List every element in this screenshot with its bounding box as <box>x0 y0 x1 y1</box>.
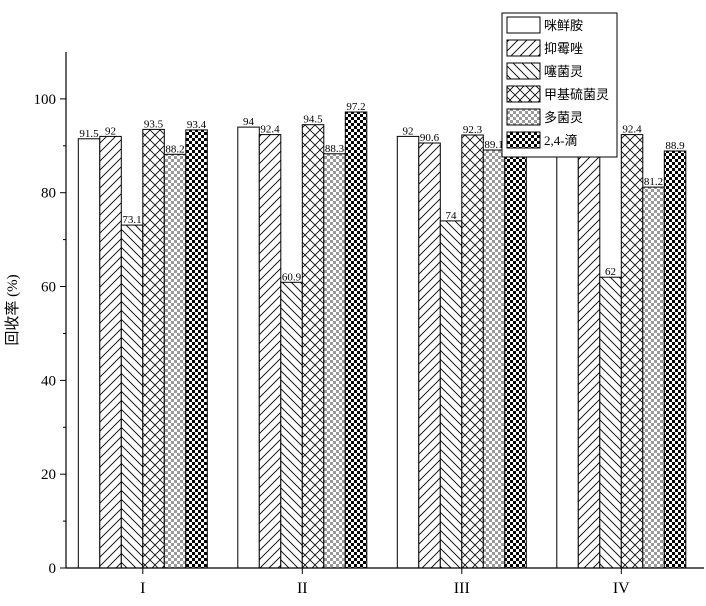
data-label: 93.5 <box>144 118 164 130</box>
y-tick-label: 40 <box>41 373 56 389</box>
bar <box>99 135 122 569</box>
data-label: 92 <box>105 125 116 137</box>
legend-label: 抑霉唑 <box>544 41 583 56</box>
data-label: 88.3 <box>325 143 345 155</box>
bar <box>418 142 441 569</box>
data-label: 93.4 <box>187 119 207 131</box>
bar <box>77 138 101 569</box>
bar <box>642 186 665 569</box>
bar <box>663 150 687 569</box>
bar <box>301 124 325 569</box>
bar <box>237 126 260 569</box>
bar <box>504 140 527 569</box>
data-label: 73.1 <box>122 214 141 226</box>
bar <box>599 276 622 569</box>
bar <box>120 224 144 569</box>
y-tick-label: 100 <box>34 92 57 108</box>
data-label: 92.3 <box>463 124 483 136</box>
y-axis-label: 回收率 (%) <box>4 274 21 345</box>
bars-layer <box>77 111 687 569</box>
axes <box>65 52 704 569</box>
legend-label: 多菌灵 <box>544 110 583 125</box>
bar <box>577 154 601 569</box>
bar <box>556 148 579 569</box>
data-label: 88.2 <box>165 143 184 155</box>
bar <box>482 149 506 569</box>
data-label: 89.1 <box>484 139 503 151</box>
bar <box>142 128 165 569</box>
data-label: 92.4 <box>260 124 280 136</box>
y-ticks: 0 20 40 60 80 100 <box>34 92 66 577</box>
legend-label: 甲基硫菌灵 <box>544 87 609 102</box>
bar <box>258 134 282 569</box>
data-label: 97.2 <box>346 101 365 113</box>
y-tick-label: 0 <box>49 561 57 577</box>
data-label: 90.6 <box>420 132 440 144</box>
bar <box>396 135 420 569</box>
bar <box>280 281 303 569</box>
legend-swatch <box>506 131 541 149</box>
y-tick-label: 60 <box>41 280 56 296</box>
legend-label: 咪鲜胺 <box>544 18 583 33</box>
legend-swatch <box>506 39 541 57</box>
bar <box>163 153 187 569</box>
x-ticks: I II III IV <box>140 568 630 597</box>
data-label: 91.5 <box>79 128 99 140</box>
bar <box>439 220 463 569</box>
legend-swatch <box>506 16 541 34</box>
bar <box>323 153 346 569</box>
data-label: 88.9 <box>665 140 685 152</box>
data-label: 60.9 <box>282 271 302 283</box>
x-tick-label: I <box>140 580 145 597</box>
legend-swatch <box>506 62 541 80</box>
y-tick-label: 20 <box>41 467 56 483</box>
data-label: 74 <box>446 210 458 222</box>
data-label: 94 <box>243 116 255 128</box>
legend-swatch <box>506 108 541 126</box>
bar <box>620 134 644 569</box>
x-tick-label: IV <box>613 580 630 597</box>
y-tick-label: 80 <box>41 186 56 202</box>
legend-label: 噻菌灵 <box>544 64 583 79</box>
data-label: 92 <box>403 125 414 137</box>
data-label: 94.5 <box>303 114 323 126</box>
x-tick-label: II <box>297 580 308 597</box>
bar <box>461 134 484 569</box>
data-label: 81.2 <box>644 176 663 188</box>
legend-swatch <box>506 85 541 103</box>
x-tick-label: III <box>454 580 470 597</box>
bar <box>344 111 368 569</box>
legend-label: 2,4-滴 <box>544 133 578 148</box>
data-label: 92.4 <box>622 124 642 136</box>
data-label: 62 <box>605 266 616 278</box>
bar <box>185 129 208 569</box>
